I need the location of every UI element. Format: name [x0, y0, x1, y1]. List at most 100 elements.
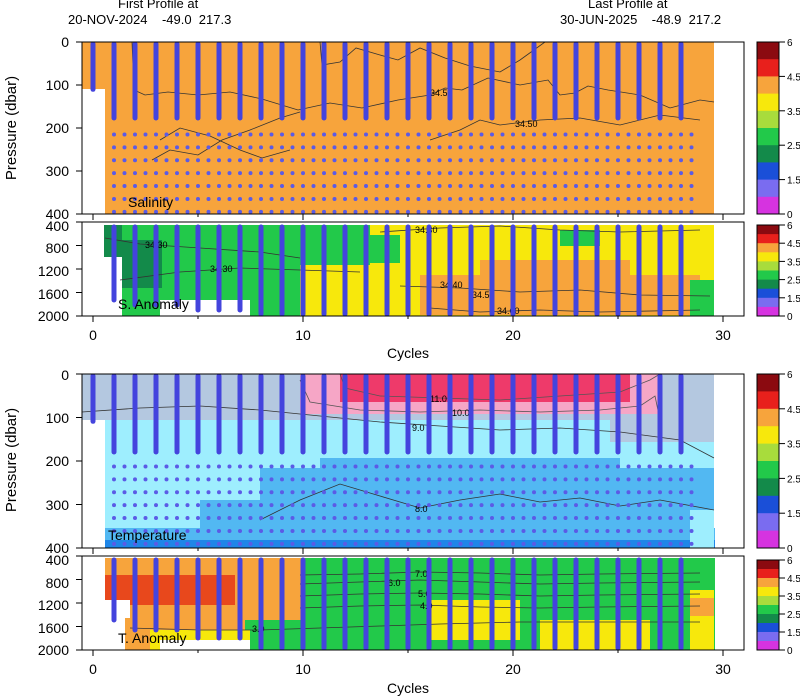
- profile-dot: [647, 209, 652, 214]
- profile-dot: [500, 145, 505, 150]
- profile-dot: [175, 464, 179, 469]
- y-tick-label: 1600: [38, 286, 69, 302]
- profile-dot: [437, 132, 442, 137]
- profile-dot: [469, 171, 473, 176]
- profile-dot: [238, 196, 242, 201]
- temperature-anomaly-contour-label: 5.0: [418, 589, 431, 599]
- colorbar-swatch: [757, 234, 779, 244]
- temperature-y-axis-title: Pressure (dbar): [3, 408, 20, 512]
- profile-dot: [353, 171, 358, 176]
- profile-dot: [143, 528, 148, 533]
- profile-dot: [448, 541, 452, 546]
- profile-dot: [469, 477, 473, 482]
- profile-dot: [563, 132, 568, 137]
- x-tick-label: 20: [505, 327, 521, 343]
- profile-dot: [217, 158, 221, 163]
- profile-dot: [353, 145, 358, 150]
- colorbar-swatch: [757, 279, 779, 290]
- profile-dot: [689, 171, 694, 176]
- profile-dot: [542, 196, 547, 201]
- profile-dot: [605, 196, 610, 201]
- profile-dot: [238, 184, 242, 189]
- profile-dot: [343, 196, 347, 201]
- profile-dot: [511, 171, 515, 176]
- profile-dot: [112, 132, 116, 137]
- profile-dot: [353, 503, 358, 508]
- profile-dot: [290, 464, 295, 469]
- profile-dot: [343, 145, 347, 150]
- profile-dot: [458, 145, 463, 150]
- profile-dot: [626, 490, 631, 495]
- profile-dot: [500, 464, 505, 469]
- profile-dot: [227, 184, 232, 189]
- profile-dot: [143, 184, 148, 189]
- profile-dot: [584, 490, 589, 495]
- x-tick-label: 0: [89, 327, 97, 343]
- colorbar-swatch: [757, 42, 779, 60]
- profile-dot: [647, 158, 652, 163]
- profile-dot: [553, 516, 557, 521]
- profile-dot: [637, 184, 641, 189]
- colorbar-tick-label: 0: [787, 646, 793, 657]
- profile-dot: [217, 209, 221, 214]
- profile-dot: [553, 464, 557, 469]
- profile-dot: [605, 132, 610, 137]
- profile-dot: [406, 196, 410, 201]
- profile-dot: [689, 477, 694, 482]
- profile-dot: [553, 528, 557, 533]
- profile-dot: [448, 490, 452, 495]
- profile-dot: [532, 528, 536, 533]
- profile-dot: [637, 464, 641, 469]
- profile-dot: [490, 184, 494, 189]
- profile-dot: [269, 184, 274, 189]
- profile-dot: [164, 464, 169, 469]
- profile-dot: [427, 184, 431, 189]
- profile-dot: [185, 158, 190, 163]
- profile-dot: [217, 184, 221, 189]
- temperature-contour-2: [299, 379, 661, 421]
- temperature-dot-grid: [112, 464, 694, 546]
- profile-dot: [154, 145, 158, 150]
- profile-dot: [164, 145, 169, 150]
- profile-dot: [406, 477, 410, 482]
- profile-dot: [500, 171, 505, 176]
- profile-dot: [448, 477, 452, 482]
- profile-dot: [647, 503, 652, 508]
- profile-dot: [238, 541, 242, 546]
- profile-dot: [458, 464, 463, 469]
- profile-dot: [595, 184, 599, 189]
- profile-dot: [437, 196, 442, 201]
- profile-dot: [479, 503, 484, 508]
- profile-dot: [689, 196, 694, 201]
- profile-dot: [301, 477, 305, 482]
- profile-dot: [164, 132, 169, 137]
- profile-dot: [196, 132, 200, 137]
- profile-dot: [133, 503, 137, 508]
- profile-dot: [280, 516, 284, 521]
- colorbar-swatch: [757, 110, 779, 129]
- salinity-y-axis-title: Pressure (dbar): [3, 76, 20, 180]
- profile-dot: [542, 503, 547, 508]
- profile-dot: [122, 490, 127, 495]
- colorbars: 64.53.52.51.5064.53.52.51.5064.53.52.51.…: [756, 38, 800, 657]
- profile-dot: [217, 132, 221, 137]
- profile-dot: [427, 132, 431, 137]
- colorbar-frame: [756, 559, 780, 651]
- profile-dot: [343, 209, 347, 214]
- profile-dot: [658, 528, 662, 533]
- colorbar-swatch: [757, 128, 779, 146]
- profile-dot: [238, 464, 242, 469]
- profile-dot: [689, 541, 694, 546]
- profile-dot: [427, 158, 431, 163]
- profile-dot: [605, 490, 610, 495]
- profile-dot: [206, 503, 211, 508]
- profile-dot: [238, 528, 242, 533]
- profile-dot: [206, 528, 211, 533]
- profile-dot: [164, 171, 169, 176]
- profile-dot: [542, 541, 547, 546]
- profile-dot: [154, 171, 158, 176]
- colorbar-tick-label: 1.5: [787, 628, 800, 639]
- profile-dot: [122, 516, 127, 521]
- profile-dot: [311, 541, 316, 546]
- profile-dot: [574, 516, 578, 521]
